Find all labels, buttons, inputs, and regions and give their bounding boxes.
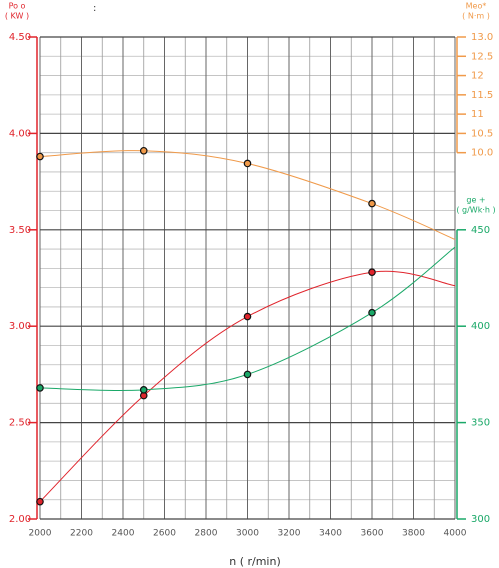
right-tick-label: 11.5: [471, 90, 493, 101]
right-tick-label: 13.0: [471, 32, 493, 43]
x-tick-label: 4000: [444, 529, 467, 539]
x-tick-label: 2200: [70, 529, 93, 539]
x-axis-title: n ( r/min): [229, 555, 281, 568]
y-tick-label: 4.00: [9, 128, 31, 139]
y-tick-label: 2.50: [9, 418, 31, 429]
right-tick-label: 12.5: [471, 51, 493, 62]
point: [243, 159, 252, 168]
point: [36, 384, 44, 392]
right-tick-label: 10.0: [471, 148, 493, 159]
point: [139, 146, 148, 155]
point: [368, 268, 376, 277]
point: [243, 312, 252, 321]
right-tick-label: 450: [471, 225, 490, 236]
right-tick-label: 10.5: [471, 128, 493, 139]
point: [139, 386, 148, 394]
x-tick-label: 3600: [361, 529, 384, 539]
x-tick-label: 2400: [112, 529, 135, 539]
point: [368, 199, 376, 208]
y-tick-label: 3.00: [9, 321, 31, 332]
curve: [39, 270, 456, 502]
x-tick-label: 2800: [195, 529, 218, 539]
x-tick-label: 3400: [319, 529, 342, 539]
point: [368, 308, 376, 317]
y-tick-label: 4.50: [9, 32, 31, 43]
right-tick-label: 400: [471, 321, 490, 332]
point: [36, 497, 44, 506]
axis-title: ge +: [466, 196, 485, 205]
right-tick-label: 11: [471, 109, 484, 120]
x-tick-label: 2000: [29, 529, 52, 539]
right-tick-label: 12: [471, 71, 484, 82]
point: [36, 152, 44, 161]
right-tick-label: 350: [471, 418, 490, 429]
axis-unit: ( N·m ): [462, 12, 490, 21]
axis-title: Po o: [9, 2, 26, 11]
x-tick-label: 3800: [402, 529, 425, 539]
y-tick-label: 3.50: [9, 225, 31, 236]
y-tick-label: 2.00: [9, 514, 31, 525]
x-tick-label: 3000: [236, 529, 259, 539]
colon: :: [93, 3, 96, 14]
axis-title: Meo*: [466, 2, 487, 11]
right-tick-label: 300: [471, 514, 490, 525]
axis-unit: ( g/Wk·h ): [456, 206, 495, 215]
x-tick-label: 3200: [278, 529, 301, 539]
axis-unit: ( KW ): [5, 12, 29, 21]
point: [243, 370, 252, 379]
x-tick-label: 2600: [153, 529, 176, 539]
